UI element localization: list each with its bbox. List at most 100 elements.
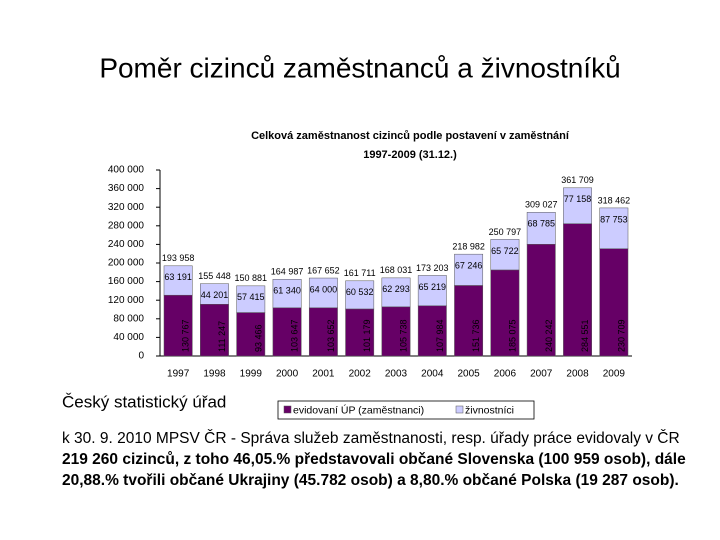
- bar-segment: [200, 283, 229, 305]
- total-label: 361 709: [561, 175, 594, 185]
- total-label: 155 448: [198, 271, 231, 281]
- value-label: 107 984: [435, 319, 445, 352]
- total-label: 218 982: [452, 242, 485, 252]
- value-label: 60 532: [346, 287, 374, 297]
- value-label: 103 652: [326, 319, 336, 352]
- value-label: 111 247: [217, 321, 227, 352]
- legend-swatch: [283, 405, 292, 414]
- value-label: 63 191: [164, 272, 192, 282]
- bar-segment: [345, 308, 375, 357]
- x-tick-label: 2000: [276, 369, 299, 380]
- bar-segment: [417, 305, 447, 357]
- chart-title: Celková zaměstnanost cizinců podle posta…: [251, 130, 570, 142]
- total-label: 167 652: [307, 265, 340, 275]
- bar-segment: [454, 253, 484, 286]
- x-tick-label: 2009: [603, 369, 626, 380]
- slide-title: Poměr cizinců zaměstnanců a živnostníků: [99, 52, 620, 83]
- legend-swatch: [455, 405, 464, 414]
- value-label: 185 075: [507, 319, 517, 352]
- bar-segment: [599, 248, 629, 357]
- chart: Poměr cizinců zaměstnanců a živnostníků …: [62, 52, 632, 420]
- value-label: 105 738: [399, 319, 409, 352]
- x-tick-label: 1998: [203, 369, 226, 380]
- total-label: 193 958: [162, 253, 195, 263]
- value-label: 65 722: [491, 246, 519, 256]
- x-tick-label: 2004: [421, 369, 444, 380]
- bar-segment: [345, 280, 375, 310]
- y-tick-label: 120 000: [108, 295, 145, 306]
- bar-segment: [163, 265, 193, 296]
- value-label: 44 201: [201, 290, 229, 300]
- x-tick-label: 1999: [240, 369, 263, 380]
- value-label: 77 158: [564, 194, 592, 204]
- x-tick-label: 2003: [385, 369, 408, 380]
- bar-segment: [417, 275, 447, 307]
- legend: [277, 400, 535, 420]
- value-label: 103 647: [290, 319, 300, 352]
- source: Český statistický úřad: [62, 392, 226, 411]
- bar-segment: [236, 285, 266, 313]
- legend-label: živnostníci: [465, 404, 514, 416]
- value-label: 240 242: [544, 319, 554, 352]
- total-label: 150 881: [234, 273, 267, 283]
- value-label: 151 736: [471, 319, 481, 352]
- bar-segment: [526, 244, 556, 357]
- value-label: 65 219: [419, 282, 447, 292]
- x-tick-label: 2005: [457, 369, 480, 380]
- total-label: 161 711: [344, 268, 376, 278]
- x-tick-label: 2006: [494, 369, 517, 380]
- x-tick-label: 2007: [530, 369, 553, 380]
- bar-segment: [308, 277, 338, 309]
- y-tick-label: 0: [138, 351, 144, 362]
- x-tick-label: 1997: [167, 369, 190, 380]
- bar-segment: [381, 277, 411, 308]
- value-label: 68 785: [527, 219, 555, 229]
- y-tick-label: 160 000: [108, 276, 145, 287]
- value-label: 130 767: [181, 319, 191, 352]
- bar-segment: [381, 306, 411, 357]
- total-label: 173 203: [416, 263, 449, 273]
- y-tick-label: 320 000: [108, 202, 145, 213]
- total-label: 309 027: [525, 200, 558, 210]
- value-label: 284 551: [580, 319, 590, 352]
- y-tick-label: 240 000: [108, 239, 145, 250]
- total-label: 164 987: [271, 267, 304, 277]
- y-tick-label: 80 000: [113, 313, 144, 324]
- y-tick-label: 360 000: [108, 183, 145, 194]
- note: k 30. 9. 2010 MPSV ČR - Správa služeb za…: [62, 428, 702, 491]
- bar-segment: [490, 269, 520, 357]
- bar-segment: [526, 212, 556, 245]
- bar-segment: [272, 307, 302, 357]
- bar-segment: [236, 312, 266, 357]
- value-label: 93 466: [253, 324, 263, 352]
- value-label: 64 000: [310, 284, 338, 294]
- value-label: 87 753: [600, 214, 628, 224]
- chart-title: 1997-2009 (31.12.): [363, 149, 457, 161]
- bar-segment: [272, 279, 302, 309]
- value-label: 57 415: [237, 292, 265, 302]
- legend-label: evidovaní ÚP (zaměstnanci): [293, 403, 424, 416]
- value-label: 230 709: [616, 319, 626, 352]
- note-text: k 30. 9. 2010 MPSV ČR - Správa služeb za…: [62, 430, 680, 447]
- bar-segment: [490, 239, 520, 271]
- y-tick-label: 280 000: [108, 220, 145, 231]
- total-label: 168 031: [380, 265, 413, 275]
- bar-segment: [454, 285, 484, 357]
- bar-segment: [308, 307, 338, 357]
- value-label: 62 293: [382, 284, 410, 294]
- bar-segment: [563, 187, 592, 224]
- x-tick-label: 2002: [349, 369, 372, 380]
- y-tick-label: 200 000: [108, 258, 145, 269]
- total-label: 318 462: [598, 195, 631, 205]
- y-tick-label: 400 000: [108, 165, 145, 176]
- x-tick-label: 2008: [566, 369, 589, 380]
- bar-segment: [599, 207, 629, 249]
- bar-segment: [163, 294, 193, 357]
- x-tick-label: 2001: [312, 369, 335, 380]
- bar-segment: [563, 223, 592, 357]
- value-label: 101 179: [362, 319, 372, 352]
- note-bold: 219 260 cizinců, z toho 46,05.% představ…: [62, 451, 686, 489]
- value-label: 67 246: [455, 261, 483, 271]
- bar-segment: [200, 304, 229, 357]
